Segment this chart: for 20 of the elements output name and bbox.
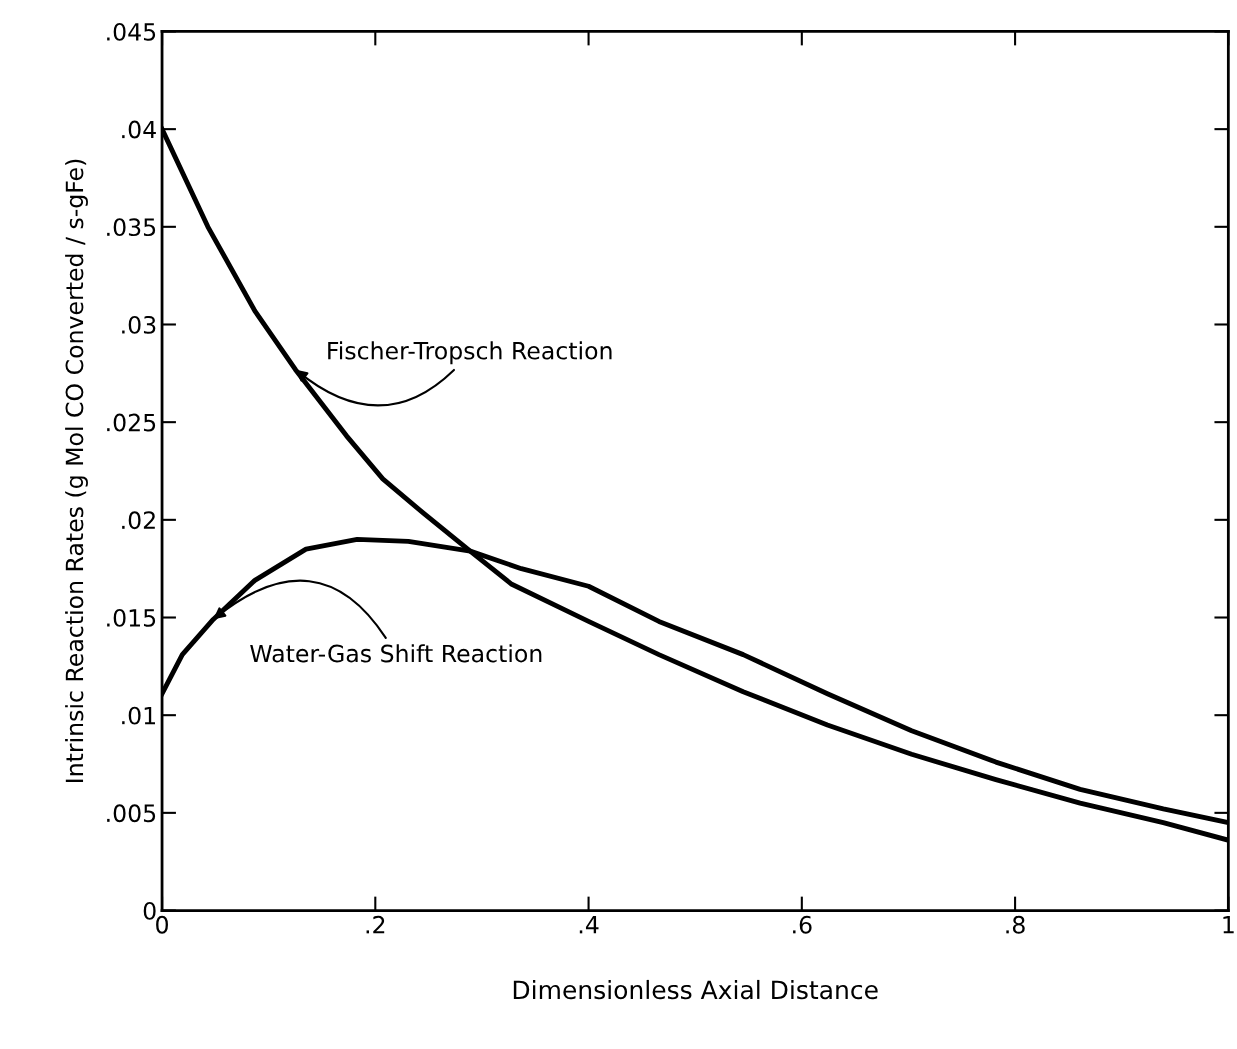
- y-tick-label: .02: [122, 511, 155, 530]
- x-tick-label: .2: [366, 915, 385, 934]
- y-axis-title: Intrinsic Reaction Rates (g Mol CO Converted / s-gFe): [65, 159, 88, 782]
- x-axis-title: Dimensionless Axial Distance: [513, 979, 878, 1000]
- y-tick-label: .015: [107, 608, 156, 627]
- x-tick-label: .8: [1006, 915, 1025, 934]
- y-tick-label: .025: [107, 413, 156, 432]
- x-tick-label: .4: [579, 916, 599, 934]
- y-tick-label: .005: [107, 804, 156, 823]
- series-label: Water-Gas Shift Reaction: [250, 644, 542, 663]
- series-label: Fischer-Tropsch Reaction: [328, 341, 612, 365]
- x-tick-label: 1: [1223, 916, 1234, 934]
- y-tick-label: .04: [122, 120, 156, 139]
- y-tick-label: .01: [122, 706, 156, 725]
- y-tick-label: .035: [107, 218, 156, 237]
- x-tick-label: 0: [156, 915, 168, 934]
- y-tick-label: .03: [122, 315, 156, 334]
- y-tick-label: .045: [107, 22, 156, 41]
- x-tick-label: .6: [793, 915, 812, 934]
- y-tick-label: 0: [143, 901, 156, 920]
